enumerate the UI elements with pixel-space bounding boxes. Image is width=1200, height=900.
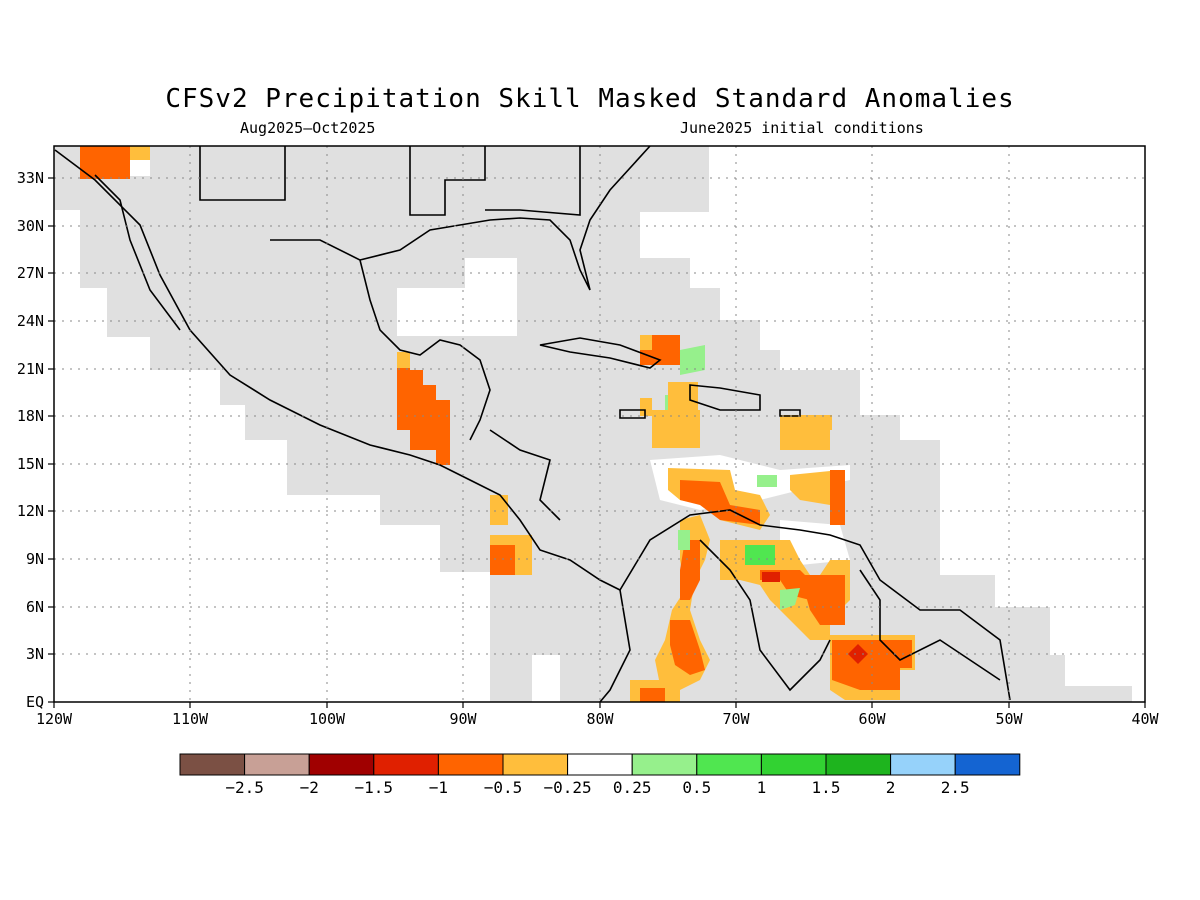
longitude-labels: 120W 110W 100W 90W 80W 70W 60W 50W 40W: [36, 710, 1160, 728]
initial-conditions: June2025 initial conditions: [680, 119, 924, 137]
lon-label: 80W: [586, 710, 614, 728]
lat-label: 18N: [17, 407, 44, 425]
forecast-period: Aug2025–Oct2025: [240, 119, 376, 137]
lon-label: 40W: [1131, 710, 1159, 728]
lon-label: 90W: [449, 710, 477, 728]
colorbar-labels: −2.5 −2 −1.5 −1 −0.5 −0.25 0.25 0.5 1 1.5 2 2.5: [225, 778, 969, 797]
lat-label: 9N: [26, 550, 44, 568]
colorbar-label: 0.5: [682, 778, 711, 797]
lon-label: 50W: [995, 710, 1023, 728]
lat-label: 6N: [26, 598, 44, 616]
lat-label: 21N: [17, 360, 44, 378]
lon-label: 120W: [36, 710, 73, 728]
coastlines: [54, 145, 1011, 703]
lon-label: 100W: [309, 710, 346, 728]
colorbar-swatch: [244, 753, 310, 776]
colorbar-label: 1: [757, 778, 767, 797]
axis-ticks: [48, 177, 1146, 708]
colorbar-label: 1.5: [812, 778, 841, 797]
colorbar-label: 0.25: [613, 778, 652, 797]
colorbar-label: −0.5: [484, 778, 523, 797]
lat-label: 27N: [17, 264, 44, 282]
colorbar-label: 2.5: [941, 778, 970, 797]
colorbar-label: −1.5: [355, 778, 394, 797]
colorbar-label: −1: [429, 778, 448, 797]
colorbar-swatch: [373, 753, 439, 776]
colorbar: [179, 753, 1021, 776]
graticule: [54, 146, 1145, 702]
colorbar-swatch: [502, 753, 569, 776]
lat-label: 24N: [17, 312, 44, 330]
colorbar-swatch: [631, 753, 698, 776]
latitude-labels: 33N 30N 27N 24N 21N 18N 15N 12N 9N 6N 3N…: [17, 169, 44, 711]
colorbar-label: −2.5: [225, 778, 264, 797]
colorbar-swatch: [954, 753, 1021, 776]
lat-label: EQ: [26, 693, 44, 711]
colorbar-swatch: [825, 753, 892, 776]
colorbar-swatch: [696, 753, 762, 776]
colorbar-label: 2: [886, 778, 896, 797]
lat-label: 33N: [17, 169, 44, 187]
lon-label: 60W: [858, 710, 886, 728]
colorbar-label: −2: [300, 778, 319, 797]
lon-label: 110W: [172, 710, 209, 728]
lat-label: 12N: [17, 502, 44, 520]
map-title: CFSv2 Precipitation Skill Masked Standar…: [165, 84, 1015, 114]
lat-label: 3N: [26, 645, 44, 663]
lat-label: 15N: [17, 455, 44, 473]
colorbar-swatch: [567, 753, 633, 776]
skill-mask-area: [54, 146, 1132, 702]
colorbar-swatch: [308, 753, 375, 776]
colorbar-swatch: [179, 753, 246, 776]
lat-label: 30N: [17, 217, 44, 235]
colorbar-swatch: [890, 753, 956, 776]
colorbar-swatch: [760, 753, 827, 776]
colorbar-swatch: [437, 753, 504, 776]
colorbar-label: −0.25: [544, 778, 592, 797]
lon-label: 70W: [722, 710, 750, 728]
